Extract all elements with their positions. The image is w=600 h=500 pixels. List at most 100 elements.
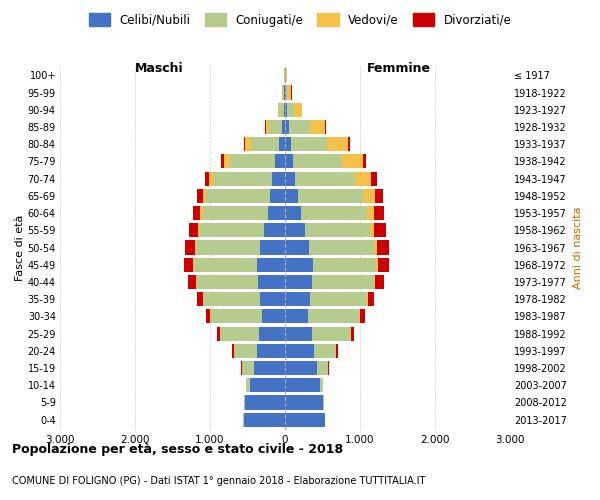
Bar <box>260 240 285 254</box>
Y-axis label: Fasce di età: Fasce di età <box>14 214 25 280</box>
Bar <box>251 137 279 152</box>
Text: Femmine: Femmine <box>367 62 431 76</box>
Bar <box>367 292 374 306</box>
Bar <box>244 137 245 152</box>
Bar <box>245 396 285 409</box>
Bar <box>185 240 194 254</box>
Bar <box>279 102 284 117</box>
Legend: Celibi/Nubili, Coniugati/e, Vedovi/e, Divorziati/e: Celibi/Nubili, Coniugati/e, Vedovi/e, Di… <box>89 14 511 27</box>
Bar <box>285 206 301 220</box>
Bar <box>285 361 317 375</box>
Bar <box>198 223 199 238</box>
Bar <box>257 344 285 358</box>
Bar <box>234 344 257 358</box>
Bar <box>374 275 383 289</box>
Bar <box>285 310 308 324</box>
Bar <box>309 240 373 254</box>
Bar <box>291 137 327 152</box>
Bar <box>371 172 377 185</box>
Bar <box>244 396 245 409</box>
Bar <box>285 292 310 306</box>
Bar <box>367 206 374 220</box>
Bar <box>211 310 262 324</box>
Bar <box>314 344 336 358</box>
Bar <box>285 258 313 272</box>
Bar <box>262 310 285 324</box>
Bar <box>285 189 298 203</box>
Bar <box>363 154 366 168</box>
Text: Maschi: Maschi <box>134 62 184 76</box>
Bar <box>245 137 251 152</box>
Bar <box>203 206 268 220</box>
Bar <box>285 275 312 289</box>
Bar <box>295 172 355 185</box>
Bar <box>284 102 285 117</box>
Bar <box>285 326 312 340</box>
Bar <box>298 189 363 203</box>
Bar <box>285 378 320 392</box>
Bar <box>257 258 285 272</box>
Bar <box>269 120 282 134</box>
Bar <box>196 275 197 289</box>
Bar <box>289 86 292 100</box>
Bar <box>264 223 285 238</box>
Bar <box>336 344 338 358</box>
Bar <box>283 86 284 100</box>
Bar <box>285 396 323 409</box>
Bar <box>250 378 285 392</box>
Bar <box>193 258 257 272</box>
Bar <box>374 223 386 238</box>
Bar <box>360 310 365 324</box>
Bar <box>241 361 242 375</box>
Bar <box>258 275 285 289</box>
Bar <box>350 326 353 340</box>
Bar <box>184 258 193 272</box>
Bar <box>285 412 325 426</box>
Bar <box>348 137 350 152</box>
Bar <box>194 240 196 254</box>
Bar <box>370 223 374 238</box>
Bar <box>363 189 375 203</box>
Bar <box>305 223 370 238</box>
Bar <box>289 120 310 134</box>
Bar <box>196 240 260 254</box>
Text: COMUNE DI FOLIGNO (PG) - Dati ISTAT 1° gennaio 2018 - Elaborazione TUTTITALIA.IT: COMUNE DI FOLIGNO (PG) - Dati ISTAT 1° g… <box>12 476 425 486</box>
Bar <box>310 120 325 134</box>
Bar <box>200 206 203 220</box>
Bar <box>312 326 350 340</box>
Bar <box>308 310 359 324</box>
Bar <box>285 240 309 254</box>
Bar <box>221 154 224 168</box>
Bar <box>246 378 250 392</box>
Bar <box>197 292 203 306</box>
Bar <box>373 275 374 289</box>
Bar <box>373 240 377 254</box>
Bar <box>359 310 360 324</box>
Bar <box>265 120 269 134</box>
Bar <box>355 172 371 185</box>
Bar <box>293 154 342 168</box>
Bar <box>224 154 230 168</box>
Bar <box>285 223 305 238</box>
Bar <box>242 361 254 375</box>
Bar <box>272 172 285 185</box>
Bar <box>244 412 285 426</box>
Bar <box>295 102 302 117</box>
Bar <box>268 206 285 220</box>
Bar <box>270 189 285 203</box>
Bar <box>301 206 367 220</box>
Bar <box>278 102 279 117</box>
Bar <box>375 189 383 203</box>
Bar <box>327 137 348 152</box>
Bar <box>285 86 286 100</box>
Bar <box>214 172 272 185</box>
Bar <box>285 137 291 152</box>
Bar <box>286 86 289 100</box>
Bar <box>217 326 220 340</box>
Bar <box>203 189 206 203</box>
Bar <box>317 361 328 375</box>
Bar <box>376 258 377 272</box>
Y-axis label: Anni di nascita: Anni di nascita <box>572 206 583 289</box>
Bar <box>197 189 203 203</box>
Bar <box>232 344 234 358</box>
